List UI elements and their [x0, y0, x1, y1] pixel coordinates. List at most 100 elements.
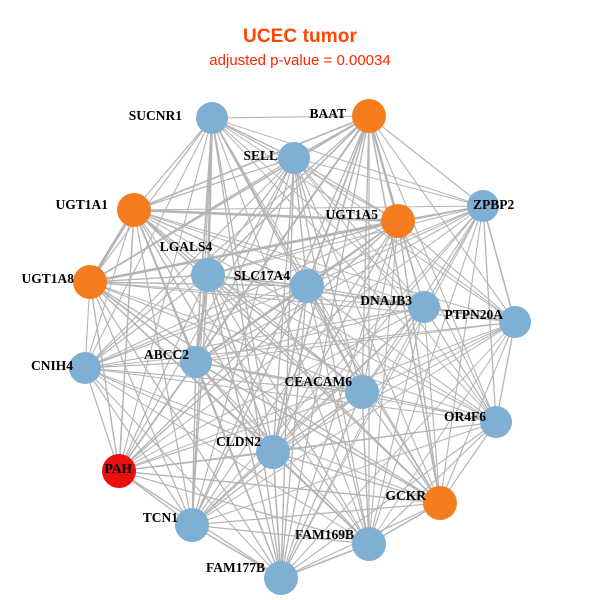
network-edge: [211, 117, 484, 207]
network-node[interactable]: FAM177B: [206, 560, 298, 595]
network-node[interactable]: SUCNR1: [129, 102, 228, 134]
node-label: GCKR: [386, 488, 427, 503]
node-circle[interactable]: [352, 99, 386, 133]
network-edge: [482, 205, 516, 323]
node-circle[interactable]: [423, 486, 457, 520]
node-label: SLC17A4: [234, 268, 291, 283]
network-edge: [84, 367, 120, 472]
network-edge: [272, 285, 308, 453]
network-edge: [368, 115, 516, 323]
network-edge: [89, 281, 425, 308]
network-edge: [84, 117, 213, 369]
node-circle[interactable]: [345, 375, 379, 409]
network-edge: [84, 367, 497, 423]
network-edge: [272, 451, 282, 579]
node-circle[interactable]: [352, 527, 386, 561]
network-edge: [211, 117, 282, 579]
network-edge: [118, 470, 370, 545]
network-edge: [195, 285, 308, 363]
network-edge: [195, 361, 274, 453]
node-label: CEACAM6: [285, 374, 353, 389]
node-circle[interactable]: [256, 435, 290, 469]
node-circle[interactable]: [480, 406, 512, 438]
network-edge: [195, 321, 516, 363]
network-edge: [191, 524, 370, 545]
node-label: TCN1: [143, 510, 179, 525]
node-circle[interactable]: [73, 265, 107, 299]
node-circle[interactable]: [180, 346, 212, 378]
network-edge: [272, 391, 363, 453]
network-edge: [423, 205, 484, 308]
network-edge: [207, 274, 363, 393]
network-node[interactable]: ABCC2: [144, 346, 212, 378]
network-node[interactable]: LGALS4: [160, 239, 225, 292]
node-circle[interactable]: [264, 561, 298, 595]
network-node[interactable]: ZPBP2: [467, 190, 515, 222]
network-edge: [84, 367, 363, 393]
node-circle[interactable]: [467, 190, 499, 222]
network-edge: [84, 367, 370, 545]
network-node[interactable]: TCN1: [143, 508, 209, 542]
node-circle[interactable]: [69, 352, 101, 384]
network-edge: [191, 524, 282, 579]
node-label: UGT1A8: [21, 271, 74, 286]
node-circle[interactable]: [117, 193, 151, 227]
network-edge: [280, 115, 370, 579]
network-edge: [280, 321, 516, 579]
network-node[interactable]: CNIH4: [31, 352, 101, 384]
network-edge: [368, 421, 497, 545]
network-edge: [118, 451, 274, 472]
network-edge: [368, 115, 484, 207]
network-node[interactable]: PAH: [102, 454, 136, 488]
network-node[interactable]: CEACAM6: [285, 374, 380, 409]
network-node[interactable]: FAM169B: [295, 527, 386, 561]
network-node[interactable]: DNAJB3: [360, 291, 440, 323]
node-circle[interactable]: [102, 454, 136, 488]
network-edge: [439, 321, 516, 504]
network-node[interactable]: UGT1A1: [55, 193, 151, 227]
network-edge: [280, 157, 295, 579]
node-circle[interactable]: [499, 306, 531, 338]
network-edge: [84, 367, 274, 453]
node-circle[interactable]: [278, 142, 310, 174]
network-edge: [89, 205, 484, 283]
network-edge: [191, 451, 274, 526]
network-edge: [211, 115, 370, 119]
network-edge: [207, 274, 370, 545]
network-edge: [84, 367, 441, 504]
network-edge: [89, 117, 213, 283]
network-node[interactable]: BAAT: [309, 99, 386, 133]
network-edge: [361, 391, 441, 504]
network-edge: [293, 157, 497, 423]
network-node[interactable]: GCKR: [386, 486, 458, 520]
network-edge: [368, 306, 425, 545]
network-node[interactable]: SLC17A4: [234, 268, 324, 303]
network-edge: [207, 115, 370, 276]
node-circle[interactable]: [191, 258, 225, 292]
node-circle[interactable]: [196, 102, 228, 134]
network-node[interactable]: OR4F6: [444, 406, 512, 438]
node-circle[interactable]: [381, 204, 415, 238]
network-edge: [306, 285, 370, 545]
network-edge: [293, 157, 516, 323]
node-label: FAM177B: [206, 560, 265, 575]
network-edge: [133, 205, 484, 211]
network-edge: [361, 306, 425, 393]
network-edge: [439, 205, 484, 504]
node-label: UGT1A1: [55, 197, 108, 212]
network-edge: [207, 274, 497, 423]
node-circle[interactable]: [290, 269, 324, 303]
network-node[interactable]: CLDN2: [216, 434, 290, 469]
node-circle[interactable]: [175, 508, 209, 542]
network-edge: [84, 285, 308, 369]
network-node[interactable]: UGT1A8: [21, 265, 107, 299]
network-node[interactable]: UGT1A5: [325, 204, 415, 238]
network-node[interactable]: SELL: [243, 142, 310, 174]
network-edge: [423, 306, 497, 423]
node-circle[interactable]: [408, 291, 440, 323]
network-edge: [133, 117, 213, 211]
network-node[interactable]: PTPN20A: [445, 306, 532, 338]
node-label: UGT1A5: [325, 207, 378, 222]
